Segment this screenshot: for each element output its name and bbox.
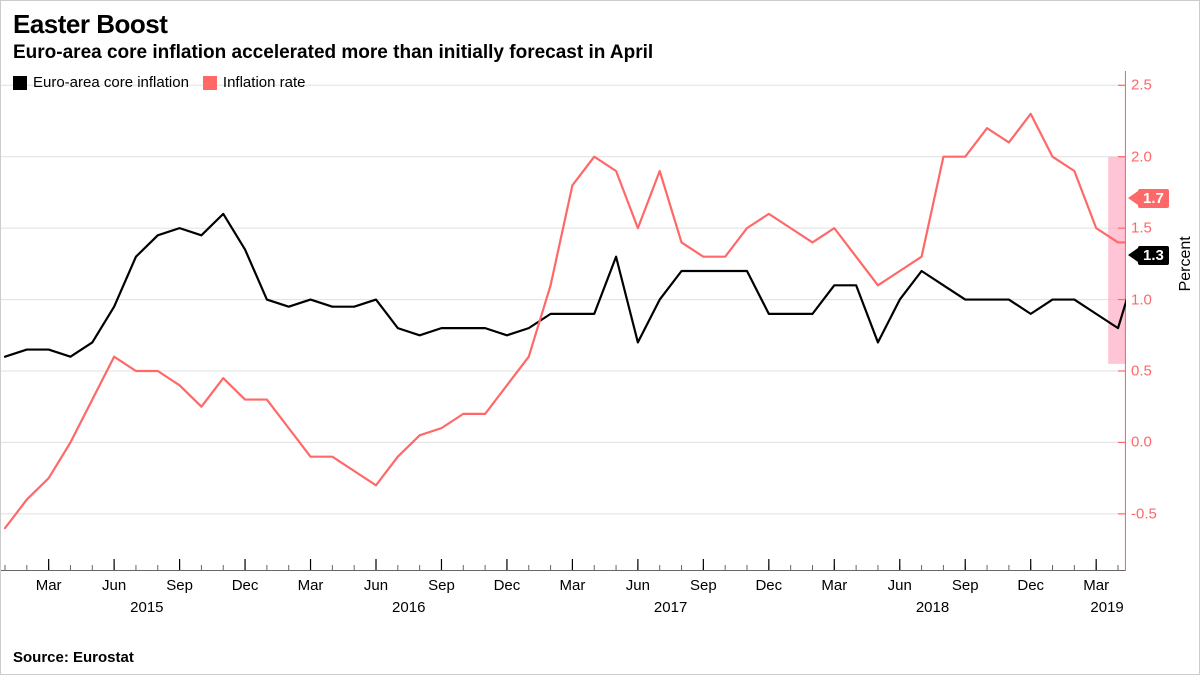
x-tick-label: Dec bbox=[494, 577, 521, 594]
x-year-label: 2018 bbox=[916, 599, 949, 616]
plot bbox=[1, 71, 1126, 571]
x-year-label: 2019 bbox=[1090, 599, 1123, 616]
chart-container: Easter Boost Euro-area core inflation ac… bbox=[0, 0, 1200, 675]
y-tick-label: -0.5 bbox=[1131, 505, 1157, 522]
chart-area: -0.5 0.0 0.5 1.0 1.5 2.0 2.5 Percent Mar Jun Sep… bbox=[1, 71, 1200, 626]
chart-subtitle: Euro-area core inflation accelerated mor… bbox=[13, 42, 1187, 64]
x-year-label: 2015 bbox=[130, 599, 163, 616]
x-tick-label: Mar bbox=[821, 577, 847, 594]
series-end-value: 1.3 bbox=[1138, 246, 1169, 265]
y-tick-label: 0.0 bbox=[1131, 434, 1152, 451]
source-label: Source: Eurostat bbox=[13, 649, 134, 666]
x-tick-label: Dec bbox=[1017, 577, 1044, 594]
y-tick-label: 0.5 bbox=[1131, 363, 1152, 380]
legend: Euro-area core inflation Inflation rate bbox=[13, 74, 305, 91]
x-tick-label: Mar bbox=[36, 577, 62, 594]
series-end-value: 1.7 bbox=[1138, 189, 1169, 208]
x-year-label: 2016 bbox=[392, 599, 425, 616]
x-tick-label: Dec bbox=[755, 577, 782, 594]
x-year-label: 2017 bbox=[654, 599, 687, 616]
legend-label: Euro-area core inflation bbox=[33, 74, 189, 91]
title-block: Easter Boost Euro-area core inflation ac… bbox=[1, 1, 1199, 64]
x-tick-label: Mar bbox=[298, 577, 324, 594]
legend-item: Inflation rate bbox=[203, 74, 306, 91]
x-tick-label: Sep bbox=[428, 577, 455, 594]
x-tick-label: Mar bbox=[559, 577, 585, 594]
x-tick-label: Mar bbox=[1083, 577, 1109, 594]
y-tick-label: 2.5 bbox=[1131, 77, 1152, 94]
y-tick-label: 1.0 bbox=[1131, 291, 1152, 308]
legend-swatch bbox=[13, 76, 27, 90]
chart-title: Easter Boost bbox=[13, 9, 1187, 40]
x-tick-label: Dec bbox=[232, 577, 259, 594]
x-tick-label: Sep bbox=[952, 577, 979, 594]
legend-swatch bbox=[203, 76, 217, 90]
plot-svg bbox=[1, 71, 1126, 571]
y-tick-label: 2.0 bbox=[1131, 148, 1152, 165]
legend-label: Inflation rate bbox=[223, 74, 306, 91]
x-tick-label: Jun bbox=[626, 577, 650, 594]
y-axis: -0.5 0.0 0.5 1.0 1.5 2.0 2.5 bbox=[1131, 71, 1191, 571]
x-axis: Mar Jun Sep Dec Mar Jun Sep Dec Mar Jun Sep Dec Mar J… bbox=[1, 571, 1126, 631]
x-tick-label: Sep bbox=[690, 577, 717, 594]
x-tick-label: Jun bbox=[888, 577, 912, 594]
x-tick-label: Jun bbox=[364, 577, 388, 594]
x-tick-label: Jun bbox=[102, 577, 126, 594]
legend-item: Euro-area core inflation bbox=[13, 74, 189, 91]
y-tick-label: 1.5 bbox=[1131, 220, 1152, 237]
y-axis-title: Percent bbox=[1177, 236, 1195, 291]
x-tick-label: Sep bbox=[166, 577, 193, 594]
